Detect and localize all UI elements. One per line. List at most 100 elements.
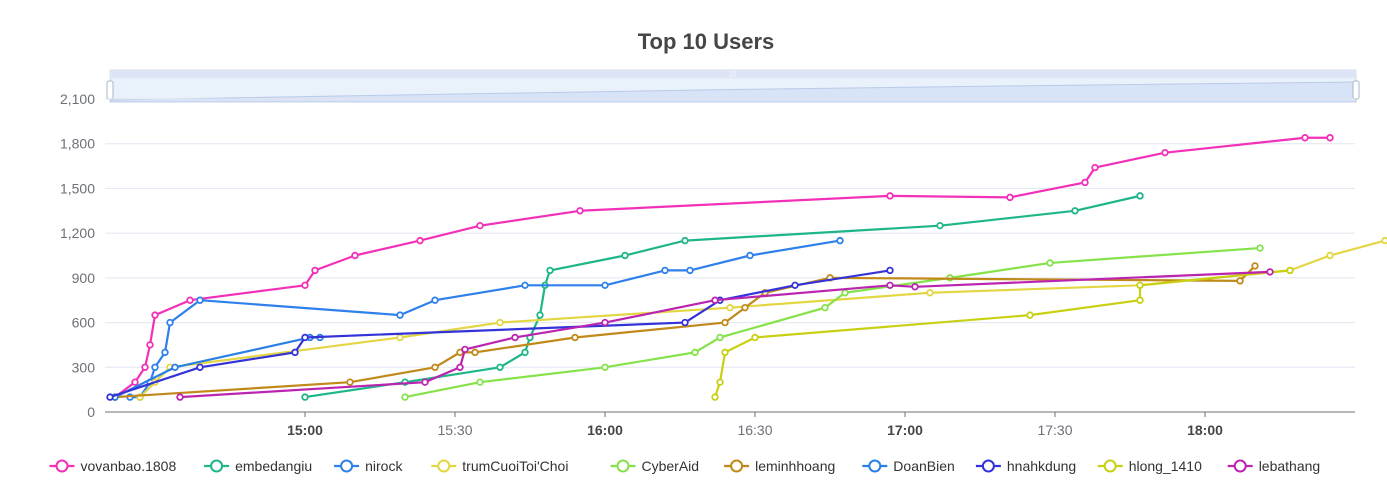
- data-point[interactable]: [1046, 259, 1054, 267]
- data-point[interactable]: [1256, 244, 1264, 252]
- data-point[interactable]: [601, 363, 609, 371]
- data-point[interactable]: [716, 378, 724, 386]
- data-point[interactable]: [686, 266, 694, 275]
- data-point[interactable]: [346, 378, 354, 386]
- legend-item[interactable]: vovanbao.1808: [49, 458, 177, 474]
- data-point[interactable]: [196, 363, 204, 371]
- data-point[interactable]: [421, 378, 429, 386]
- data-point[interactable]: [886, 192, 894, 200]
- data-point[interactable]: [681, 236, 689, 245]
- data-point[interactable]: [1091, 163, 1099, 172]
- data-point[interactable]: [186, 296, 194, 304]
- data-point[interactable]: [841, 289, 849, 297]
- data-point[interactable]: [456, 363, 464, 371]
- data-point[interactable]: [351, 251, 359, 260]
- data-point[interactable]: [146, 341, 154, 349]
- data-point[interactable]: [511, 333, 519, 342]
- data-point[interactable]: [1286, 266, 1294, 275]
- data-point[interactable]: [711, 296, 719, 304]
- data-point[interactable]: [1081, 178, 1089, 187]
- data-point[interactable]: [431, 296, 439, 304]
- data-point[interactable]: [416, 236, 424, 245]
- legend-item[interactable]: embedangiu: [204, 458, 312, 474]
- data-point[interactable]: [661, 266, 669, 275]
- zoom-slider-selection[interactable]: [110, 78, 1356, 102]
- data-point[interactable]: [536, 311, 544, 319]
- legend-item[interactable]: DoanBien: [862, 458, 955, 474]
- data-point[interactable]: [1006, 193, 1014, 202]
- data-point[interactable]: [1071, 207, 1079, 215]
- legend-item[interactable]: leminhhoang: [724, 458, 835, 474]
- data-point[interactable]: [311, 266, 319, 275]
- data-point[interactable]: [476, 221, 484, 230]
- data-point[interactable]: [1301, 134, 1309, 142]
- data-point[interactable]: [821, 303, 829, 312]
- data-point[interactable]: [1266, 268, 1274, 276]
- data-point[interactable]: [741, 303, 749, 312]
- data-point[interactable]: [691, 348, 699, 357]
- data-point[interactable]: [461, 345, 469, 354]
- data-point[interactable]: [291, 348, 299, 357]
- data-point[interactable]: [161, 348, 169, 357]
- data-point[interactable]: [546, 266, 554, 275]
- data-point[interactable]: [1026, 311, 1034, 319]
- data-point[interactable]: [601, 281, 609, 290]
- legend-item[interactable]: hnahkdung: [975, 458, 1076, 474]
- data-point[interactable]: [396, 311, 404, 319]
- data-point[interactable]: [141, 363, 149, 371]
- data-point[interactable]: [431, 363, 439, 371]
- data-point[interactable]: [911, 283, 919, 291]
- data-point[interactable]: [476, 378, 484, 386]
- data-point[interactable]: [521, 348, 529, 357]
- data-point[interactable]: [301, 393, 309, 401]
- data-point[interactable]: [401, 393, 409, 401]
- data-point[interactable]: [471, 348, 479, 357]
- data-point[interactable]: [711, 393, 719, 401]
- data-point[interactable]: [496, 363, 504, 371]
- zoom-grip-icon[interactable]: ⁞⁞⁞: [730, 70, 737, 79]
- data-point[interactable]: [196, 296, 204, 304]
- data-point[interactable]: [601, 318, 609, 327]
- data-point[interactable]: [521, 281, 529, 290]
- data-point[interactable]: [886, 266, 894, 275]
- data-point[interactable]: [1136, 281, 1144, 290]
- legend-item[interactable]: nirock: [334, 458, 403, 474]
- legend-item[interactable]: CyberAid: [610, 458, 700, 474]
- data-point[interactable]: [106, 393, 114, 401]
- data-point[interactable]: [301, 333, 309, 342]
- data-point[interactable]: [151, 311, 159, 319]
- legend-item[interactable]: lebathang: [1227, 458, 1321, 474]
- data-point[interactable]: [936, 221, 944, 230]
- data-point[interactable]: [716, 333, 724, 342]
- data-point[interactable]: [131, 378, 139, 386]
- data-point[interactable]: [621, 251, 629, 260]
- data-point[interactable]: [836, 236, 844, 245]
- data-point[interactable]: [1136, 296, 1144, 304]
- data-point[interactable]: [1381, 236, 1387, 245]
- zoom-handle-left[interactable]: [106, 80, 114, 100]
- data-point[interactable]: [1326, 251, 1334, 260]
- data-point[interactable]: [726, 303, 734, 312]
- data-zoom-slider[interactable]: ⁞⁞⁞: [106, 69, 1360, 103]
- data-point[interactable]: [1251, 262, 1259, 270]
- data-point[interactable]: [791, 281, 799, 290]
- data-point[interactable]: [176, 393, 184, 401]
- data-point[interactable]: [721, 348, 729, 357]
- zoom-handle-right[interactable]: [1352, 80, 1360, 100]
- data-point[interactable]: [1236, 277, 1244, 285]
- data-point[interactable]: [456, 348, 464, 357]
- data-point[interactable]: [751, 333, 759, 342]
- data-point[interactable]: [926, 289, 934, 297]
- data-point[interactable]: [1136, 192, 1144, 200]
- data-point[interactable]: [576, 207, 584, 215]
- legend-item[interactable]: hlong_1410: [1097, 458, 1202, 474]
- data-point[interactable]: [886, 281, 894, 290]
- data-point[interactable]: [746, 251, 754, 260]
- data-point[interactable]: [166, 318, 174, 327]
- data-point[interactable]: [171, 363, 179, 371]
- data-point[interactable]: [681, 318, 689, 327]
- data-point[interactable]: [1326, 134, 1334, 142]
- data-point[interactable]: [301, 281, 309, 290]
- data-point[interactable]: [1161, 148, 1169, 157]
- data-point[interactable]: [571, 333, 579, 342]
